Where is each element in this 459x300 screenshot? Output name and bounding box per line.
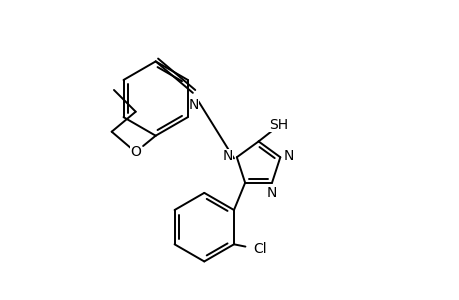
Text: O: O [130, 145, 141, 159]
Text: N: N [266, 185, 277, 200]
Text: N: N [223, 149, 233, 163]
Text: N: N [283, 149, 293, 163]
Text: Cl: Cl [253, 242, 267, 256]
Text: N: N [188, 98, 199, 112]
Text: SH: SH [269, 118, 287, 132]
